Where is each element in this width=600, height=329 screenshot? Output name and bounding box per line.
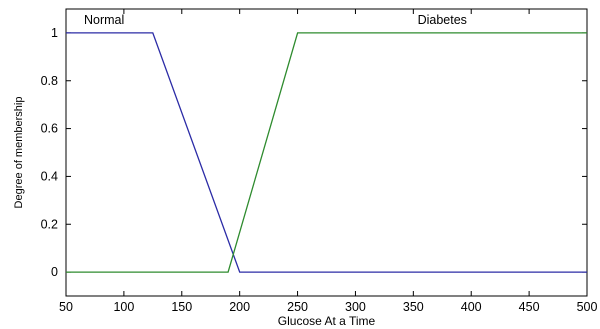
y-tick-label: 0.2 bbox=[41, 217, 58, 231]
y-tick-label: 1 bbox=[51, 26, 58, 40]
x-axis-title: Glucose At a Time bbox=[278, 314, 376, 328]
x-tick-label: 350 bbox=[403, 300, 424, 314]
x-tick-label: 100 bbox=[113, 300, 134, 314]
y-axis-ticks: 0 0.2 0.4 0.6 0.8 1 bbox=[41, 26, 587, 279]
x-tick-label: 400 bbox=[461, 300, 482, 314]
y-tick-label: 0.6 bbox=[41, 122, 58, 136]
series-line-diabetes bbox=[66, 32, 587, 273]
y-tick-label: 0.8 bbox=[41, 74, 58, 88]
x-tick-label: 250 bbox=[287, 300, 308, 314]
x-tick-label: 200 bbox=[229, 300, 250, 314]
series-label-diabetes: Diabetes bbox=[418, 13, 467, 27]
y-tick-label: 0 bbox=[51, 265, 58, 279]
series-label-normal: Normal bbox=[84, 13, 124, 27]
series-lines bbox=[66, 32, 587, 273]
plot-area bbox=[65, 8, 588, 297]
x-tick-label: 150 bbox=[171, 300, 192, 314]
series-line-normal bbox=[66, 32, 587, 273]
y-axis-title: Degree of membership bbox=[13, 97, 25, 209]
x-axis-ticks: 50 100 150 200 250 300 350 400 450 500 bbox=[59, 9, 597, 314]
x-tick-label: 450 bbox=[519, 300, 540, 314]
y-tick-label: 0.4 bbox=[41, 169, 58, 183]
x-tick-label: 300 bbox=[345, 300, 366, 314]
x-tick-label: 500 bbox=[577, 300, 598, 314]
x-tick-label: 50 bbox=[59, 300, 73, 314]
